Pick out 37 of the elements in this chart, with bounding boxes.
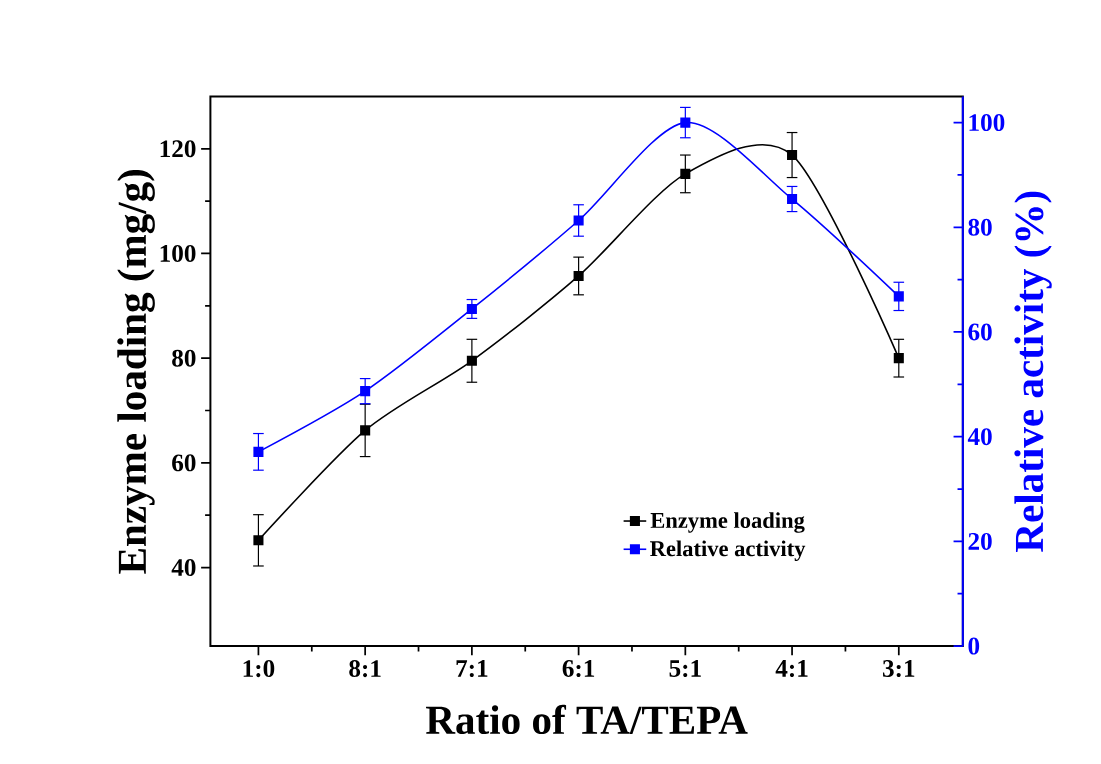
point	[360, 425, 371, 436]
point	[253, 535, 264, 546]
x-axis-title: Ratio of TA/TEPA	[426, 704, 748, 734]
point	[466, 303, 477, 314]
x-tick-label: 1:0	[243, 659, 275, 677]
y-tick-label: 100	[160, 244, 196, 262]
x-tick-label: 7:1	[456, 659, 488, 677]
point	[680, 168, 691, 179]
point	[466, 355, 477, 366]
y-tick-label: 60	[172, 454, 196, 472]
y2-axis-title: Relative activity (%)	[1014, 191, 1052, 552]
point	[360, 385, 371, 397]
y-tick-label: 80	[172, 349, 196, 367]
x-tick-label: 3:1	[882, 659, 915, 677]
x-tick-label: 4:1	[775, 659, 808, 677]
point	[787, 149, 798, 160]
point	[893, 291, 904, 302]
x-tick-label: 5:1	[669, 659, 701, 677]
y2-tick-label: 0	[968, 637, 980, 655]
point	[787, 193, 798, 204]
point	[680, 117, 691, 128]
point	[573, 270, 584, 281]
point	[573, 215, 584, 226]
y2-tick-label: 80	[968, 218, 992, 236]
y2-tick-label: 100	[969, 113, 1005, 131]
point	[893, 352, 904, 364]
legend-label: Enzyme loading	[650, 512, 805, 533]
y2-tick-label: 40	[967, 428, 992, 446]
x-tick-label: 8:1	[349, 659, 381, 677]
x-tick-label: 6:1	[562, 659, 595, 677]
y2-tick-label: 20	[968, 532, 992, 550]
y-tick-label: 40	[171, 558, 196, 576]
legend-label: Relative activity	[650, 540, 806, 561]
y2-tick-label: 60	[968, 323, 992, 341]
y-axis-title: Enzyme loading (mg/g)	[117, 169, 155, 574]
y-tick-label: 120	[160, 140, 196, 158]
point	[253, 446, 264, 457]
